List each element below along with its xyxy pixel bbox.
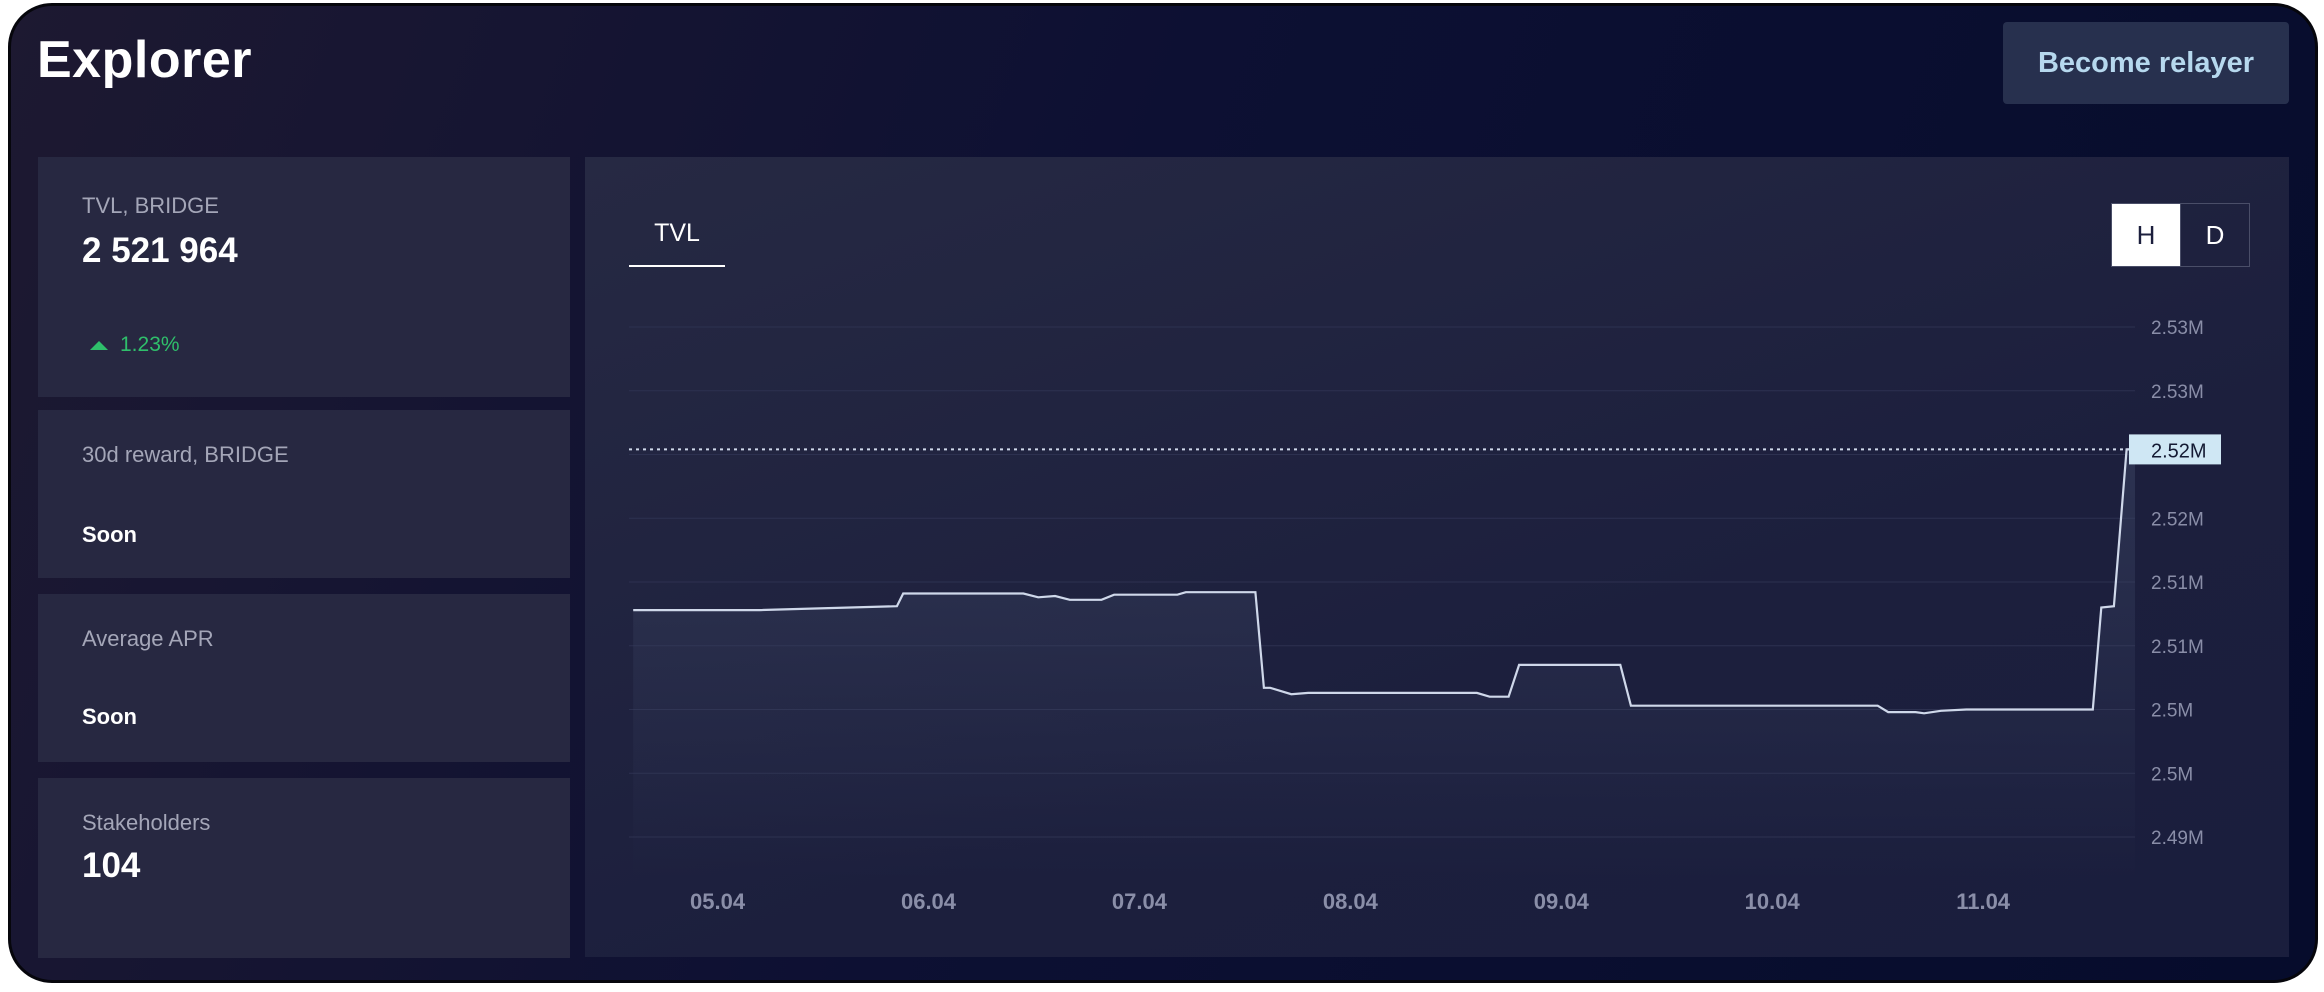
arrow-up-icon xyxy=(90,340,108,350)
become-relayer-button[interactable]: Become relayer xyxy=(2003,22,2289,104)
page-title: Explorer xyxy=(37,31,252,89)
tvl-change: 1.23% xyxy=(90,333,180,357)
y-tick-label: 2.53M xyxy=(2151,382,2204,403)
day-toggle-button[interactable]: D xyxy=(2180,204,2249,266)
tvl-label: TVL, BRIDGE xyxy=(82,193,219,218)
tvl-change-value: 1.23% xyxy=(120,333,180,356)
current-value-badge xyxy=(2129,434,2221,465)
tvl-card: TVL, BRIDGE 2 521 964 1.23% xyxy=(38,157,570,397)
apr-value: Soon xyxy=(82,704,137,729)
hour-toggle-button[interactable]: H xyxy=(2112,204,2180,266)
y-tick-label: 2.51M xyxy=(2151,637,2204,658)
app-window: Explorer Become relayer TVL, BRIDGE 2 52… xyxy=(8,3,2318,983)
x-tick-label: 10.04 xyxy=(1745,889,1801,914)
reward-value: Soon xyxy=(82,522,137,547)
tvl-value: 2 521 964 xyxy=(82,231,238,270)
y-tick-label: 2.5M xyxy=(2151,701,2193,722)
interval-toggle: H D xyxy=(2111,203,2250,267)
apr-label: Average APR xyxy=(82,626,214,651)
reward-label: 30d reward, BRIDGE xyxy=(82,442,289,467)
series-line xyxy=(633,448,2135,715)
stakeholders-card: Stakeholders 104 xyxy=(38,778,570,958)
x-tick-label: 07.04 xyxy=(1112,889,1168,914)
tvl-chart: 2.53M 2.53M 2.52M 2.52M 2.51M 2.51M 2.5M 2.5M 2.… xyxy=(629,318,2221,914)
x-tick-label: 05.04 xyxy=(690,889,746,914)
apr-card: Average APR Soon xyxy=(38,594,570,762)
current-value-label: 2.52M xyxy=(2151,440,2207,462)
reward-card: 30d reward, BRIDGE Soon xyxy=(38,410,570,578)
y-tick-label: 2.52M xyxy=(2151,509,2204,530)
x-tick-label: 11.04 xyxy=(1956,889,2011,914)
y-tick-label: 2.51M xyxy=(2151,573,2204,594)
x-tick-label: 09.04 xyxy=(1534,889,1590,914)
tab-tvl[interactable]: TVL xyxy=(629,213,725,267)
stakeholders-label: Stakeholders xyxy=(82,810,211,835)
series-area xyxy=(633,449,2136,877)
y-tick-label: 2.49M xyxy=(2151,828,2204,849)
x-tick-label: 08.04 xyxy=(1323,889,1379,914)
tvl-chart-panel: TVL H D 2.53M2.53M2.52M2.52M2.51M2.51M2.… xyxy=(585,157,2289,957)
x-tick-label: 06.04 xyxy=(901,889,957,914)
stakeholders-value: 104 xyxy=(82,846,141,885)
y-tick-label: 2.53M xyxy=(2151,318,2204,339)
y-tick-label: 2.5M xyxy=(2151,764,2193,785)
